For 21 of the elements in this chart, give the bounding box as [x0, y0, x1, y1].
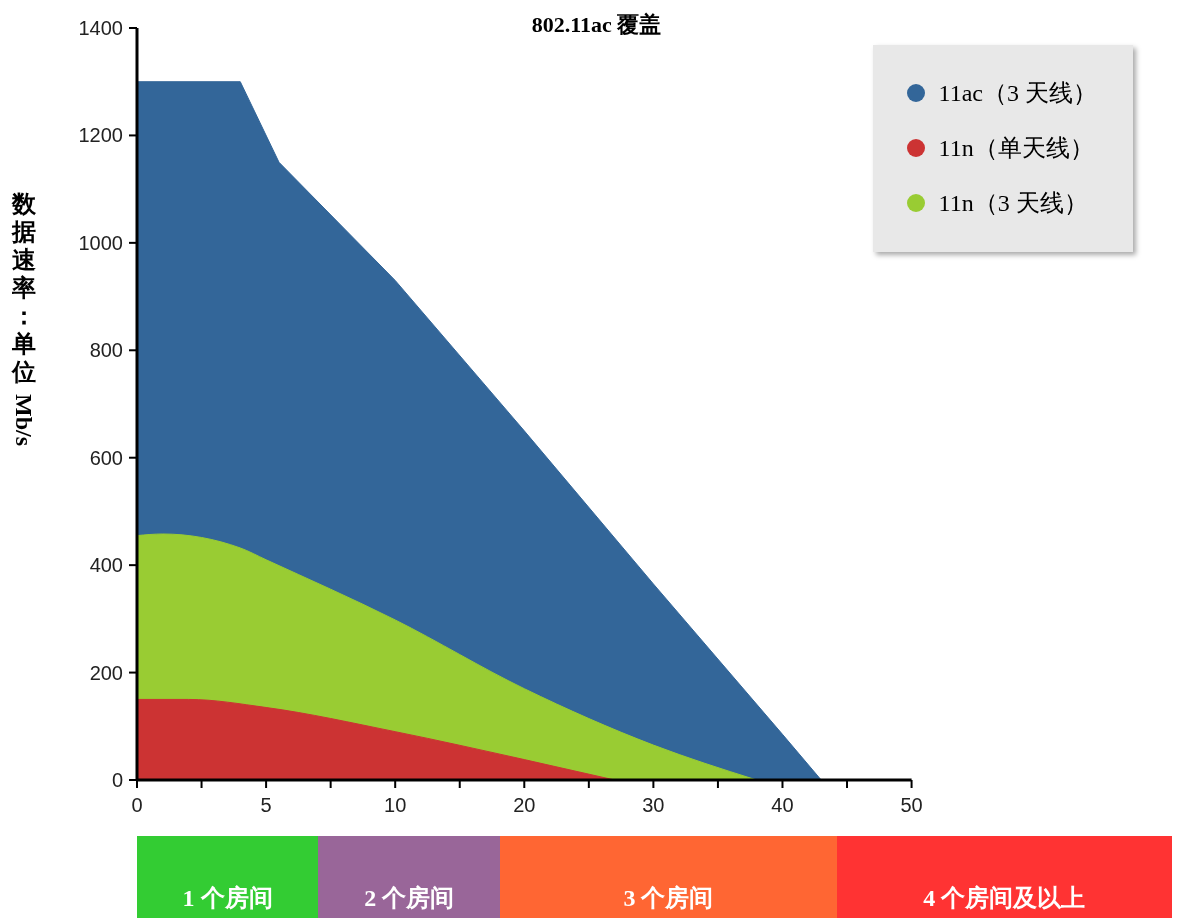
y-tick-label: 1400 [78, 17, 123, 39]
room-strip: 1 个房间 2 个房间 3 个房间 4 个房间及以上 [137, 836, 1172, 918]
legend-label: 11n（3 天线） [938, 188, 1088, 218]
y-tick-label: 200 [89, 661, 123, 684]
y-tick-label: 600 [89, 446, 123, 469]
y-tick-label: 0 [111, 769, 123, 791]
legend-label: 11n（单天线） [938, 133, 1094, 163]
x-tick-label: 0 [131, 794, 143, 816]
x-tick-label: 40 [771, 794, 794, 816]
y-tick-label: 800 [89, 339, 123, 362]
y-tick-label: 1000 [78, 231, 123, 254]
y-tick-label: 400 [89, 554, 123, 577]
y-axis-title: 数据速率：单位 Mb/s [10, 190, 38, 447]
x-tick-label: 30 [642, 794, 665, 816]
chart-title: 802.11ac 覆盖 [531, 12, 662, 37]
x-tick-label: 20 [513, 794, 536, 816]
y-tick-label: 1200 [78, 124, 123, 147]
x-tick-label: 5 [260, 794, 272, 816]
legend-label: 11ac（3 天线） [938, 78, 1097, 108]
x-tick-label: 10 [384, 794, 407, 816]
x-tick-label: 50 [900, 794, 923, 816]
